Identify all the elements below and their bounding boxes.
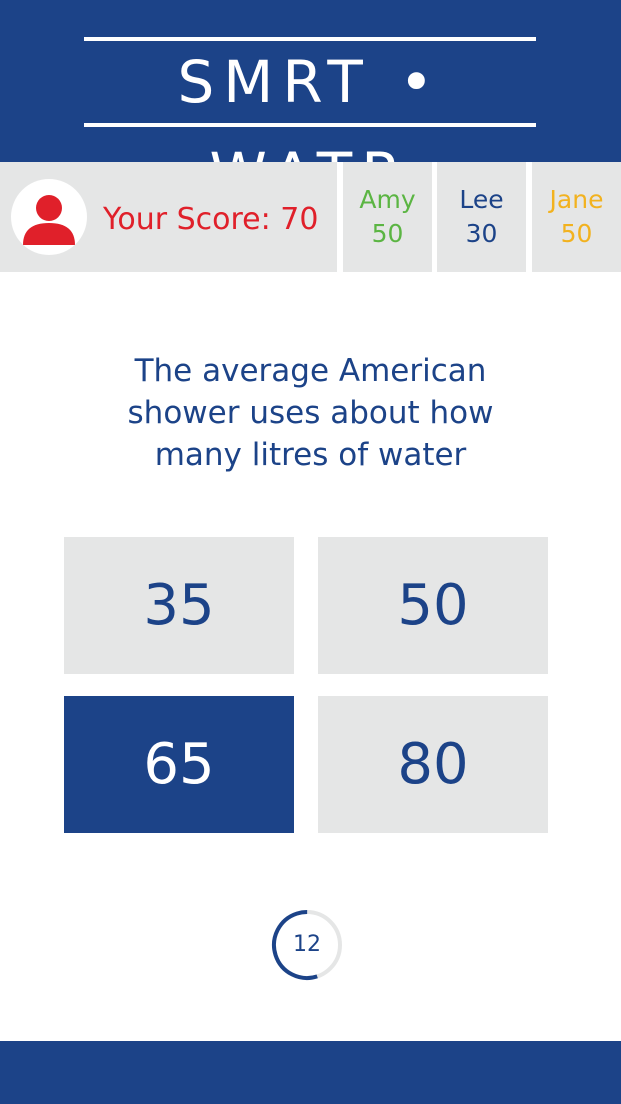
answer-option-35[interactable]: 35 <box>64 537 294 674</box>
timer-value: 12 <box>293 932 321 957</box>
answer-option-80[interactable]: 80 <box>318 696 548 833</box>
player-name: Lee <box>459 185 504 214</box>
answer-option-65[interactable]: 65 <box>64 696 294 833</box>
player-card-lee: Lee 30 <box>437 162 526 272</box>
countdown-timer: 12 <box>270 908 344 982</box>
timer-ring-icon <box>272 910 342 980</box>
logo-wordmark: SMRT • WATR <box>177 48 443 208</box>
your-score-label: Your Score: 70 <box>103 202 319 237</box>
player-card-amy: Amy 50 <box>343 162 432 272</box>
app-logo: SMRT • WATR <box>84 36 536 208</box>
player-score: 50 <box>560 219 593 248</box>
my-score-panel: Your Score: 70 <box>0 162 337 272</box>
app-header: SMRT • WATR <box>0 0 621 208</box>
question-text: The average American shower uses about h… <box>127 353 494 473</box>
answer-option-50[interactable]: 50 <box>318 537 548 674</box>
player-score: 50 <box>371 219 404 248</box>
player-name: Jane <box>549 185 604 214</box>
player-score: 30 <box>465 219 498 248</box>
score-bar: Your Score: 70 Amy 50 Lee 30 Jane 50 <box>0 162 621 272</box>
app-footer <box>0 1041 621 1104</box>
player-name: Amy <box>359 185 416 214</box>
user-icon <box>23 195 75 245</box>
avatar[interactable] <box>11 179 87 255</box>
logo-frame <box>84 37 536 127</box>
player-card-jane: Jane 50 <box>532 162 621 272</box>
